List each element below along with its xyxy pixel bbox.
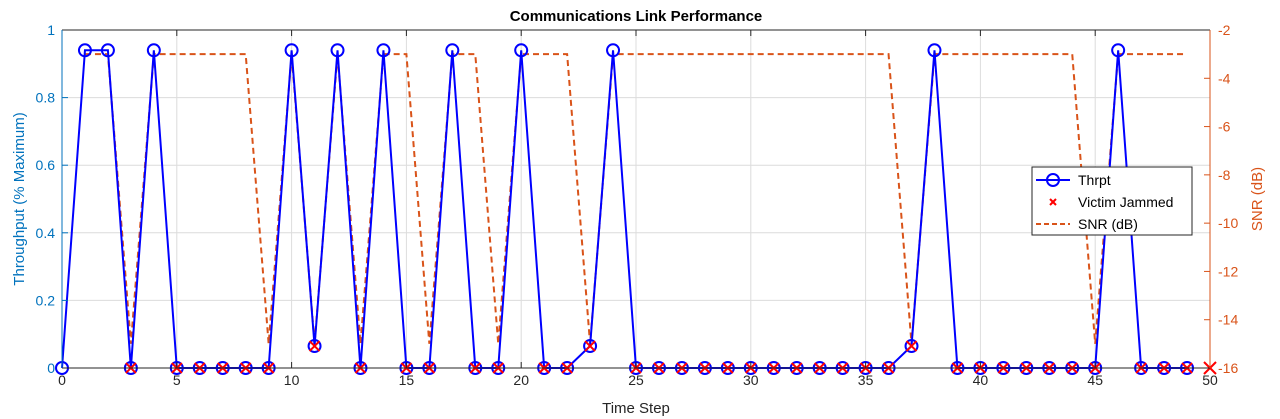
y-right-tick-label: -16 xyxy=(1218,360,1238,376)
snr-series xyxy=(84,53,1188,344)
throughput-point xyxy=(1111,43,1126,58)
jammed-point xyxy=(308,340,321,352)
x-tick-label: 45 xyxy=(1087,372,1103,388)
x-tick-label: 10 xyxy=(284,372,300,388)
legend-throughput-label: Thrpt xyxy=(1078,172,1111,188)
x-tick-label: 5 xyxy=(173,372,181,388)
legend[interactable]: Thrpt Victim Jammed SNR (dB) xyxy=(1031,166,1193,236)
x-axis-label: Time Step xyxy=(602,400,670,417)
throughput-point xyxy=(583,339,598,354)
legend-snr-label: SNR (dB) xyxy=(1078,216,1138,232)
y-axis-right-label: SNR (dB) xyxy=(1249,167,1266,231)
legend-jammed-marker xyxy=(1049,198,1057,206)
throughput-point xyxy=(284,43,299,58)
y-axis-left-label: Throughput (% Maximum) xyxy=(11,112,28,285)
x-tick-label: 15 xyxy=(399,372,415,388)
jammed-point xyxy=(584,340,596,352)
throughput-point xyxy=(927,43,942,58)
y-right-tick-label: -12 xyxy=(1218,263,1238,279)
x-tick-label: 0 xyxy=(58,372,66,388)
y-left-tick-label: 0.8 xyxy=(36,90,56,106)
grid xyxy=(62,30,1210,368)
x-tick-label: 25 xyxy=(628,372,644,388)
y-right-tick-label: -10 xyxy=(1218,215,1238,231)
y-left-tick-label: 0.4 xyxy=(36,225,56,241)
axes: 0 5 10 15 20 25 30 35 40 45 50 0 0.2 0.4 0.6 0.8 1 -2 -4 -6… xyxy=(36,22,1239,388)
throughput-point xyxy=(146,43,161,58)
y-left-tick-label: 0.2 xyxy=(36,292,56,308)
y-left-tick-label: 0.6 xyxy=(36,157,56,173)
x-tick-label: 35 xyxy=(858,372,874,388)
legend-jammed-label: Victim Jammed xyxy=(1078,194,1173,210)
chart-title: Communications Link Performance xyxy=(510,8,763,25)
y-right-tick-label: -2 xyxy=(1218,22,1231,38)
y-right-tick-label: -8 xyxy=(1218,167,1231,183)
throughput-point xyxy=(445,43,460,58)
throughput-point xyxy=(376,43,391,58)
throughput-point xyxy=(307,339,322,354)
x-tick-label: 50 xyxy=(1202,372,1218,388)
jammed-point xyxy=(905,340,918,352)
throughput-point xyxy=(514,43,529,58)
throughput-point xyxy=(904,339,919,354)
y-right-tick-label: -6 xyxy=(1218,119,1231,135)
throughput-point xyxy=(77,43,92,58)
y-left-tick-label: 0 xyxy=(47,360,55,376)
y-left-tick-label: 1 xyxy=(47,22,55,38)
legend-throughput-marker xyxy=(1046,173,1060,187)
x-tick-label: 30 xyxy=(743,372,759,388)
x-tick-label: 40 xyxy=(973,372,989,388)
y-right-tick-label: -14 xyxy=(1218,312,1238,328)
x-tick-label: 20 xyxy=(513,372,529,388)
throughput-point xyxy=(330,43,345,58)
snr-line xyxy=(84,53,1188,344)
throughput-point xyxy=(100,43,115,58)
throughput-point xyxy=(606,43,621,58)
y-right-tick-label: -4 xyxy=(1218,70,1231,86)
